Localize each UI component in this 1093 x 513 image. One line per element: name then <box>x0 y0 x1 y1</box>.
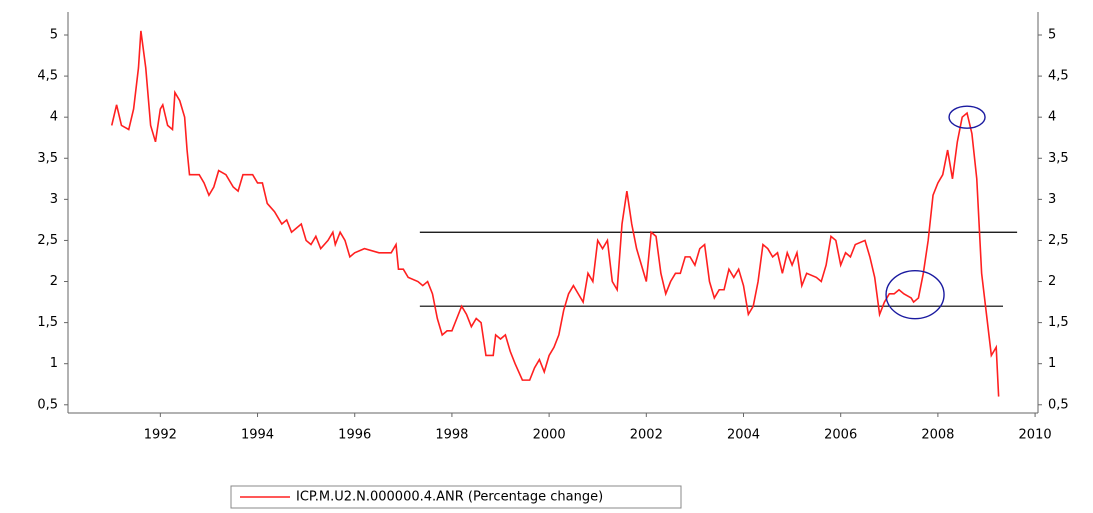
y-tick-label: 4,5 <box>37 69 58 84</box>
y2-tick-label: 2,5 <box>1048 233 1069 248</box>
x-tick-label: 2004 <box>727 428 760 443</box>
y2-tick-label: 4 <box>1048 110 1056 125</box>
data-line <box>110 30 1000 397</box>
y-tick-label: 4 <box>50 110 58 125</box>
y2-tick-label: 5 <box>1048 28 1056 43</box>
y-tick-label: 3,5 <box>37 151 58 166</box>
y-tick-label: 3 <box>50 192 58 207</box>
highlight-circle <box>885 269 945 320</box>
y2-tick-label: 4,5 <box>1048 69 1069 84</box>
x-tick-label: 2000 <box>533 428 566 443</box>
y2-tick-label: 1,5 <box>1048 315 1069 330</box>
y-tick-label: 1,5 <box>37 315 58 330</box>
y2-tick-label: 3,5 <box>1048 151 1069 166</box>
legend-label: ICP.M.U2.N.000000.4.ANR (Percentage chan… <box>296 490 603 505</box>
y-tick-label: 5 <box>50 28 58 43</box>
x-tick-label: 1994 <box>241 428 274 443</box>
x-tick-label: 1996 <box>338 428 371 443</box>
y2-tick-label: 3 <box>1048 192 1056 207</box>
x-tick-label: 2010 <box>1019 428 1052 443</box>
legend-box <box>230 485 682 509</box>
x-tick-label: 2008 <box>921 428 954 443</box>
y2-tick-label: 2 <box>1048 274 1056 289</box>
x-tick-label: 2006 <box>824 428 857 443</box>
y2-tick-label: 1 <box>1048 356 1056 371</box>
y-tick-label: 0,5 <box>37 397 58 412</box>
x-tick-label: 1992 <box>144 428 177 443</box>
y2-tick-label: 0,5 <box>1048 397 1069 412</box>
y-tick-label: 1 <box>50 356 58 371</box>
highlight-circle <box>948 105 986 129</box>
y-tick-label: 2 <box>50 274 58 289</box>
x-tick-label: 2002 <box>630 428 663 443</box>
x-tick-label: 1998 <box>435 428 468 443</box>
y-tick-label: 2,5 <box>37 233 58 248</box>
